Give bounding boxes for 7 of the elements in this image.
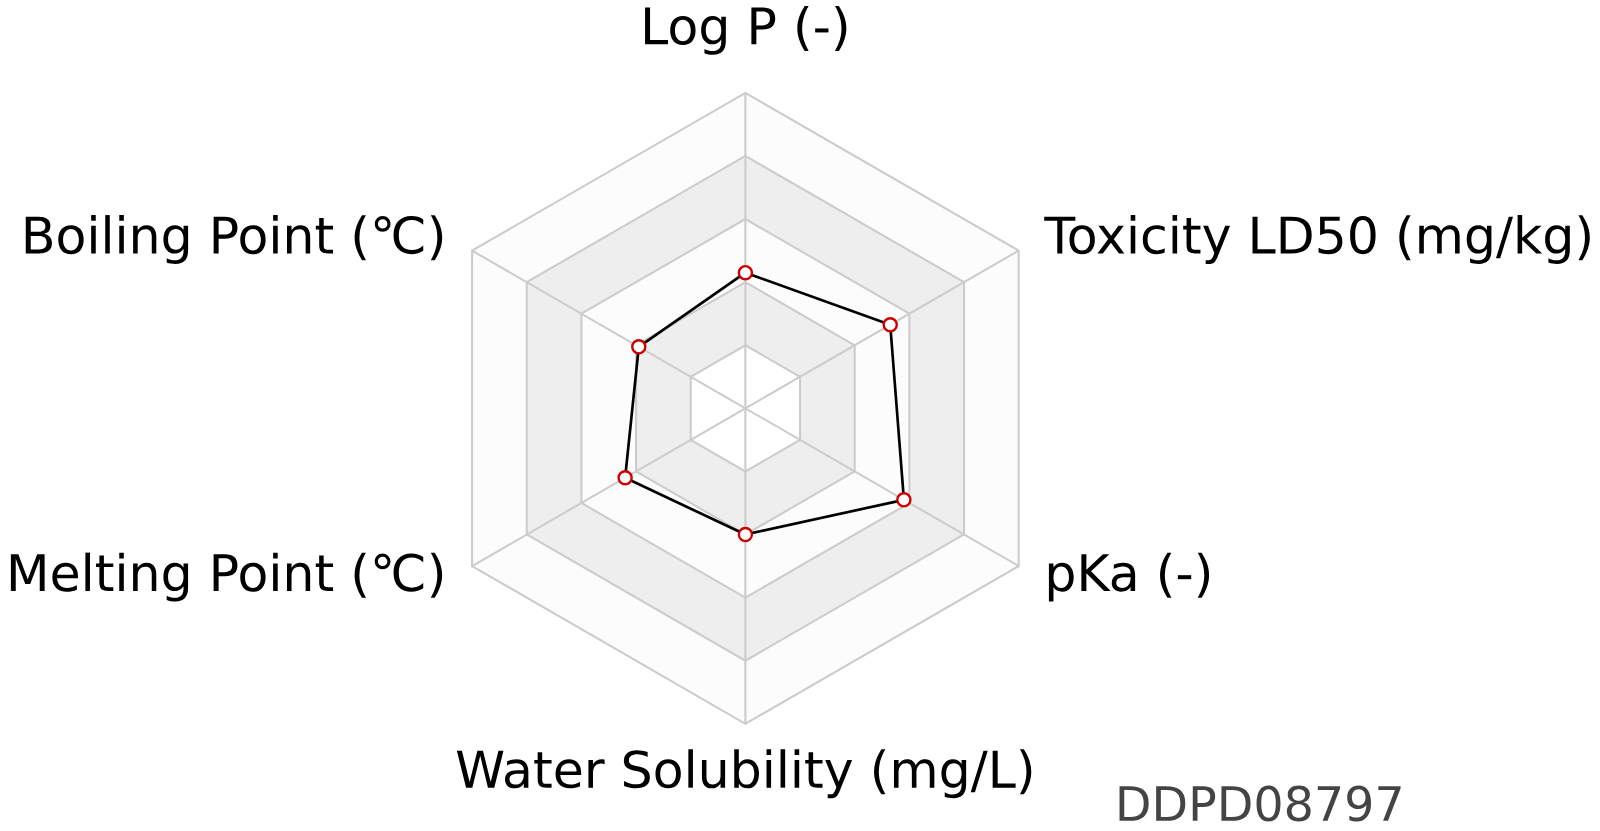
- spoke-label: pKa (-): [1048, 552, 1210, 602]
- text: DDPD08797: [1119, 785, 1401, 822]
- spoke-label: Boiling Point (℃): [25, 214, 443, 264]
- spoke-label: Log P (-): [645, 5, 847, 55]
- spoke-label: Toxicity LD50 (mg/kg): [1044, 214, 1590, 264]
- spoke-label: Melting Point (℃): [10, 552, 443, 602]
- spoke-label: Water Solubility (mg/L): [456, 749, 1032, 798]
